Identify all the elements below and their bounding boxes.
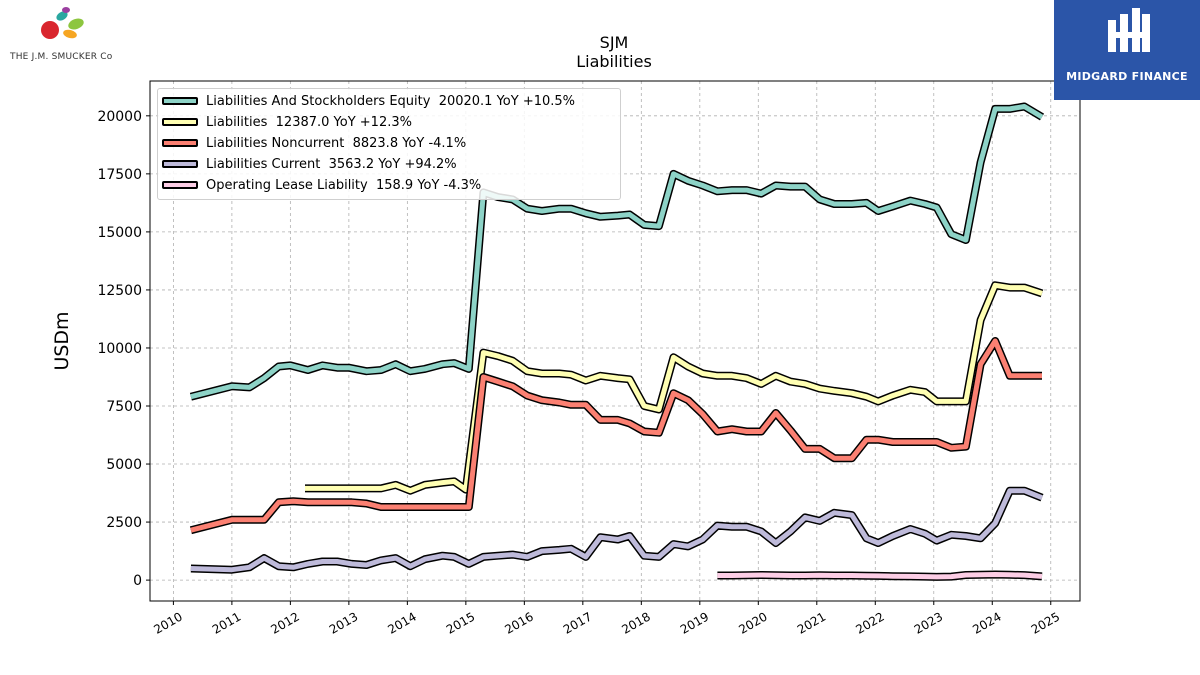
y-tick-label: 7500: [106, 399, 142, 415]
plot-frame: [149, 80, 1081, 602]
legend-swatch: [162, 160, 198, 168]
series-line: [717, 572, 1043, 580]
x-tick-label: 2021: [795, 609, 828, 636]
legend-item: Liabilities Noncurrent 8823.8 YoY -4.1%: [158, 133, 466, 153]
legend-swatch: [162, 118, 198, 126]
x-tick-label: 2017: [561, 609, 594, 636]
x-tick-label: 2022: [853, 609, 886, 636]
y-tick-label: 15000: [97, 225, 142, 241]
series-line: [305, 282, 1043, 494]
x-tick-label: 2018: [619, 609, 652, 636]
series-line: [190, 338, 1042, 533]
series-line: [190, 104, 1044, 400]
y-tick-label: 17500: [97, 167, 142, 183]
y-tick-label: 12500: [97, 283, 142, 299]
chart-legend: Liabilities And Stockholders Equity 2002…: [157, 88, 621, 200]
publisher-logo-icon: [1108, 8, 1150, 52]
y-tick-label: 20000: [97, 109, 142, 125]
legend-label: Liabilities Current 3563.2 YoY +94.2%: [206, 156, 457, 172]
x-tick-label: 2023: [912, 609, 945, 636]
x-tick-label: 2019: [678, 609, 711, 636]
legend-swatch: [162, 181, 198, 189]
x-tick-label: 2020: [736, 609, 769, 636]
x-tick-label: 2011: [210, 609, 243, 636]
company-logo-text: THE J.M. SMUCKER Co: [10, 52, 113, 62]
publisher-badge: MIDGARD FINANCE: [1054, 0, 1200, 100]
chart-title: SJM: [600, 33, 629, 52]
x-tick-label: 2010: [151, 609, 184, 636]
x-tick-label: 2014: [385, 609, 418, 636]
y-axis-label: USDm: [51, 311, 73, 370]
legend-label: Liabilities And Stockholders Equity 2002…: [206, 93, 576, 109]
series-line-outline: [305, 281, 1044, 495]
company-logo: THE J.M. SMUCKER Co: [4, 4, 124, 64]
legend-label: Liabilities 12387.0 YoY +12.3%: [206, 114, 412, 130]
legend-swatch: [162, 139, 198, 147]
legend-label: Liabilities Noncurrent 8823.8 YoY -4.1%: [206, 135, 467, 151]
legend-item: Operating Lease Liability 158.9 YoY -4.3…: [158, 175, 481, 195]
chart-subtitle: Liabilities: [576, 52, 652, 71]
y-tick-label: 5000: [106, 457, 142, 473]
y-tick-label: 2500: [106, 515, 142, 531]
series-line: [190, 488, 1043, 573]
y-tick-label: 10000: [97, 341, 142, 357]
legend-item: Liabilities 12387.0 YoY +12.3%: [158, 112, 412, 132]
x-tick-label: 2015: [444, 609, 477, 636]
y-tick-label: 0: [133, 573, 142, 589]
legend-item: Liabilities Current 3563.2 YoY +94.2%: [158, 154, 457, 174]
fruit-logo-icon: [41, 7, 84, 39]
legend-label: Operating Lease Liability 158.9 YoY -4.3…: [206, 177, 482, 193]
legend-item: Liabilities And Stockholders Equity 2002…: [158, 91, 575, 111]
x-tick-label: 2012: [268, 609, 301, 636]
legend-swatch: [162, 97, 198, 105]
x-tick-label: 2013: [327, 609, 360, 636]
x-tick-label: 2024: [970, 609, 1003, 636]
publisher-name: MIDGARD FINANCE: [1066, 70, 1188, 83]
x-tick-label: 2025: [1029, 609, 1062, 636]
x-tick-label: 2016: [502, 609, 535, 636]
